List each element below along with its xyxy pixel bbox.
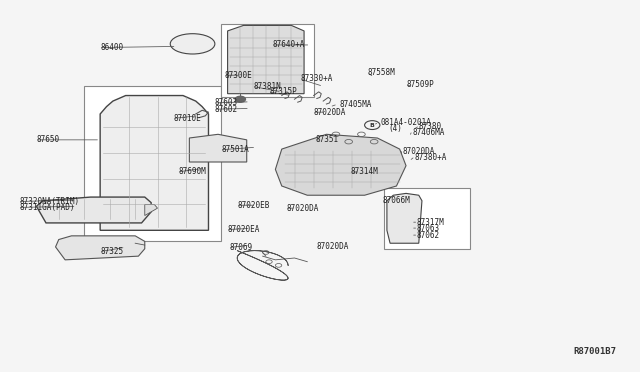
Text: 87640+A: 87640+A [272, 41, 305, 49]
Text: B: B [370, 123, 374, 128]
Text: 87650: 87650 [36, 135, 60, 144]
Text: 87311GA(PAD): 87311GA(PAD) [19, 203, 75, 212]
Bar [221, 23, 314, 97]
Text: 87063: 87063 [417, 224, 440, 232]
Text: 87315P: 87315P [269, 87, 297, 96]
Text: 87330+A: 87330+A [301, 74, 333, 83]
Text: 87020DA: 87020DA [403, 147, 435, 156]
Text: 87320NA(TRIM): 87320NA(TRIM) [19, 197, 79, 206]
Bar [84, 86, 221, 241]
Text: R87001B7: R87001B7 [573, 347, 616, 356]
Text: 87602: 87602 [215, 105, 238, 114]
Text: 87501A: 87501A [221, 145, 249, 154]
Text: 87603: 87603 [215, 99, 238, 108]
Text: 87690M: 87690M [179, 167, 206, 176]
Polygon shape [56, 236, 145, 260]
Circle shape [236, 96, 246, 102]
Text: 87558M: 87558M [368, 68, 396, 77]
Text: 87406MA: 87406MA [412, 128, 445, 137]
Text: 87314M: 87314M [351, 167, 378, 176]
Bar [384, 188, 470, 249]
Text: 87020EA: 87020EA [228, 225, 260, 234]
Polygon shape [145, 205, 157, 215]
Text: 87380+A: 87380+A [414, 153, 447, 163]
Text: 87062: 87062 [417, 231, 440, 240]
Polygon shape [228, 25, 304, 94]
Text: 87405MA: 87405MA [339, 100, 371, 109]
Text: (4): (4) [389, 124, 403, 133]
Text: 87509P: 87509P [406, 80, 434, 89]
Polygon shape [275, 134, 406, 195]
Text: 87020DA: 87020DA [314, 108, 346, 117]
Polygon shape [36, 197, 151, 223]
Text: 87381N: 87381N [253, 82, 281, 91]
Text: 081A4-0201A: 081A4-0201A [381, 118, 431, 127]
Text: 87066M: 87066M [383, 196, 410, 205]
Text: 87010E: 87010E [173, 114, 201, 123]
Polygon shape [189, 134, 246, 162]
Ellipse shape [170, 34, 215, 54]
Text: 87317M: 87317M [417, 218, 445, 227]
Text: 87351: 87351 [316, 135, 339, 144]
Text: 87380: 87380 [419, 122, 442, 131]
Text: 87020DA: 87020DA [286, 203, 319, 213]
Text: 87300E: 87300E [225, 71, 252, 80]
Text: 87020DA: 87020DA [317, 242, 349, 251]
Polygon shape [100, 96, 209, 230]
Text: 87325: 87325 [100, 247, 124, 256]
Text: 87020EB: 87020EB [237, 201, 269, 210]
Text: 86400: 86400 [100, 43, 124, 52]
Text: 87069: 87069 [230, 243, 253, 252]
Polygon shape [387, 193, 422, 243]
